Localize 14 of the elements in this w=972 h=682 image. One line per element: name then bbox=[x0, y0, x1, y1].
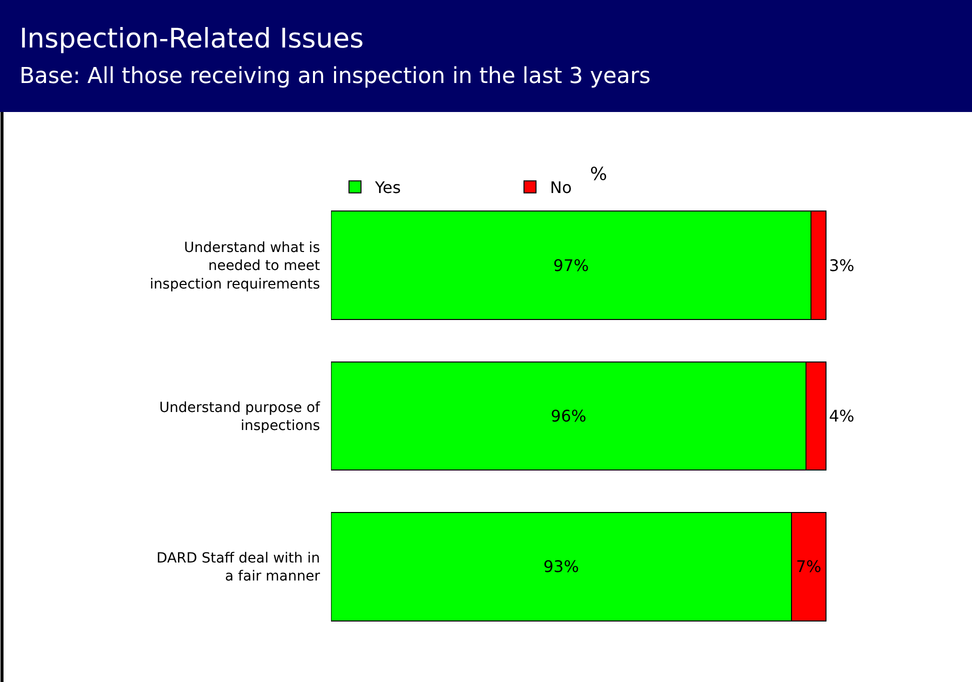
y-tick-label: Understand what is needed to meet inspection requirements bbox=[150, 240, 321, 292]
data-label: 4% bbox=[828, 406, 854, 426]
data-label: 3% bbox=[828, 256, 854, 275]
data-label: 96% bbox=[550, 406, 586, 426]
y-tick-label: Understand purpose of inspections bbox=[159, 400, 322, 434]
data-label: 93% bbox=[543, 557, 579, 576]
legend-label: Yes bbox=[374, 178, 401, 198]
chart-subtitle: Base: All those receiving an inspection in the last 3 years bbox=[19, 64, 651, 89]
y-tick-label: DARD Staff deal with in a fair manner bbox=[156, 550, 320, 585]
chart-title: Inspection-Related Issues bbox=[19, 24, 364, 55]
data-label: 7% bbox=[796, 557, 822, 576]
data-label: 97% bbox=[553, 256, 589, 275]
legend-label: No bbox=[550, 178, 572, 198]
text: % bbox=[590, 164, 608, 185]
